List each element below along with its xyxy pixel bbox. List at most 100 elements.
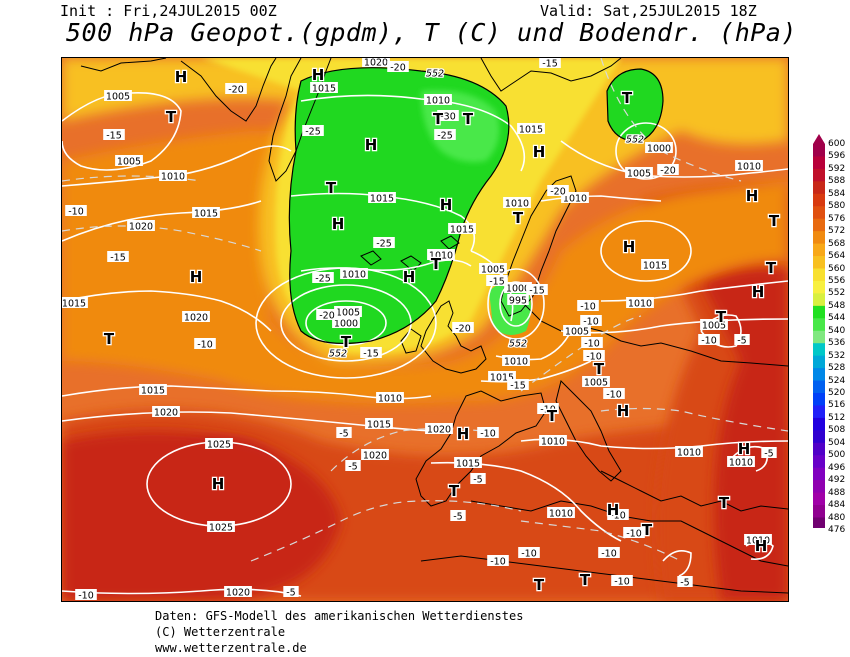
pressure-label: 1020	[361, 449, 389, 462]
legend-label: 476	[828, 524, 846, 535]
legend-swatch	[813, 368, 825, 382]
legend-label: 516	[828, 400, 846, 411]
svg-text:1010: 1010	[549, 509, 573, 520]
temperature-label: -5	[761, 447, 777, 460]
legend-swatch	[813, 318, 825, 332]
svg-text:-10: -10	[68, 207, 84, 218]
svg-text:1025: 1025	[207, 440, 231, 451]
pressure-label: 1005	[104, 90, 132, 103]
svg-text:1010: 1010	[628, 299, 652, 310]
high-pressure-center: H	[738, 440, 751, 458]
temperature-label: -10	[580, 315, 602, 328]
svg-text:995: 995	[509, 296, 527, 307]
svg-text:1020: 1020	[129, 222, 153, 233]
svg-text:1005: 1005	[565, 327, 589, 338]
svg-text:-10: -10	[78, 591, 94, 602]
high-pressure-center: H	[332, 215, 345, 233]
coastlines	[80, 58, 788, 594]
low-pressure-center: T	[431, 255, 442, 273]
svg-text:1010: 1010	[746, 536, 770, 547]
pressure-label: 1000	[504, 282, 532, 295]
svg-text:-5: -5	[680, 578, 689, 589]
svg-text:1010: 1010	[563, 194, 587, 205]
legend-swatch	[813, 442, 825, 456]
pressure-label: 1010	[626, 297, 654, 310]
temperature-label: -10	[194, 338, 216, 351]
legend-label: 596	[828, 151, 846, 162]
svg-text:-10: -10	[606, 390, 622, 401]
pressure-label: 1015	[488, 371, 516, 384]
pressure-label: 1015	[62, 297, 88, 310]
low-pressure-center: T	[719, 494, 730, 512]
svg-text:-15: -15	[489, 277, 505, 288]
high-pressure-center: H	[617, 402, 630, 420]
svg-text:-10: -10	[614, 577, 630, 588]
svg-text:1020: 1020	[184, 313, 208, 324]
map-labels: 1005 1005 1010 1015 1020 1015 1020 1015 1020 1025…	[62, 58, 781, 602]
svg-text:1015: 1015	[456, 459, 480, 470]
svg-text:-10: -10	[480, 429, 496, 440]
low-pressure-center: T	[341, 333, 352, 351]
pressure-label: 1015	[365, 418, 393, 431]
legend-swatch	[813, 305, 825, 319]
svg-text:-5: -5	[737, 336, 746, 347]
init-time: Init : Fri,24JUL2015 00Z	[60, 2, 277, 20]
low-pressure-center: T	[594, 360, 605, 378]
legend-swatch	[813, 280, 825, 294]
legend-label: 524	[828, 375, 846, 386]
temperature-label: -20	[316, 309, 338, 322]
legend-label: 560	[828, 263, 846, 274]
temperature-label: -20	[547, 185, 569, 198]
svg-text:1015: 1015	[519, 125, 543, 136]
low-pressure-center: T	[534, 576, 545, 594]
svg-text:1000: 1000	[334, 319, 358, 330]
color-fields	[62, 58, 788, 601]
legend-swatch	[813, 144, 825, 157]
svg-text:-10: -10	[610, 511, 626, 522]
legend-swatch	[813, 455, 825, 469]
temperature-label: -20	[225, 83, 247, 96]
svg-text:-5: -5	[473, 475, 482, 486]
pressure-label: 1020	[152, 406, 180, 419]
svg-text:-15: -15	[542, 59, 558, 70]
legend-label: 576	[828, 213, 846, 224]
temperature-label: -25	[312, 272, 334, 285]
legend-label: 484	[828, 500, 846, 511]
pressure-label: 1020	[182, 311, 210, 324]
svg-text:1005: 1005	[702, 321, 726, 332]
pressure-label: 1025	[205, 438, 233, 451]
pressure-label: 1020	[362, 58, 390, 69]
high-pressure-center: H	[403, 268, 416, 286]
svg-text:1010: 1010	[426, 96, 450, 107]
legend-swatch	[813, 430, 825, 444]
temperature-label: -20	[387, 61, 409, 74]
temperature-label: -5	[734, 334, 750, 347]
legend-swatch	[813, 181, 825, 195]
low-pressure-center: T	[716, 308, 727, 326]
svg-text:-10: -10	[601, 549, 617, 560]
svg-text:-5: -5	[286, 588, 295, 599]
low-pressure-center: T	[547, 407, 558, 425]
low-pressure-center: T	[463, 110, 474, 128]
legend-swatch	[813, 343, 825, 357]
svg-text:1010: 1010	[342, 270, 366, 281]
legend-label: 520	[828, 388, 846, 398]
pressure-label: 1010	[675, 446, 703, 459]
temperature-label: -10	[607, 509, 629, 522]
svg-text:-25: -25	[305, 127, 321, 138]
chart-title: 500 hPa Geopot.(gpdm), T (C) und Bodendr…	[66, 18, 797, 47]
legend-swatch	[813, 467, 825, 481]
pressure-label: 1010	[159, 170, 187, 183]
svg-text:-20: -20	[455, 324, 471, 335]
svg-text:-10: -10	[701, 336, 717, 347]
low-pressure-center: T	[622, 89, 633, 107]
svg-text:-10: -10	[586, 352, 602, 363]
temperature-label: -15	[107, 251, 129, 264]
legend-label: 528	[828, 363, 846, 374]
temperature-label: -20	[657, 164, 679, 177]
legend-swatch	[813, 393, 825, 406]
svg-text:-10: -10	[580, 302, 596, 313]
legend-label: 552	[828, 288, 846, 299]
svg-text:-20: -20	[660, 166, 676, 177]
legend-label: 500	[828, 450, 846, 461]
